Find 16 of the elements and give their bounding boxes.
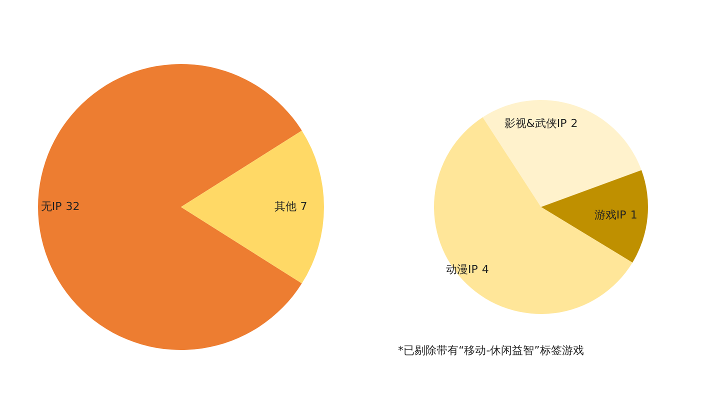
- slice-label: 游戏IP: [594, 208, 627, 222]
- data-label: 2: [570, 116, 578, 130]
- pie-slice: [181, 130, 324, 284]
- pie-slice: [482, 100, 642, 207]
- pie-slice: [38, 64, 302, 350]
- data-label: 4: [482, 262, 489, 276]
- pie-slice: [434, 117, 632, 314]
- data-label: 1: [630, 208, 638, 222]
- slice-label: 其他: [274, 200, 296, 213]
- data-label: 7: [300, 200, 308, 213]
- slice-label: 影视&武侠IP: [504, 116, 568, 130]
- text: *已剔除带有“移动-休闲益智”标签游戏: [398, 343, 584, 358]
- pie-slice: [541, 170, 648, 263]
- data-label: 32: [66, 200, 80, 213]
- slice-label: 无IP: [40, 200, 62, 213]
- slice-label: 动漫IP: [446, 262, 478, 276]
